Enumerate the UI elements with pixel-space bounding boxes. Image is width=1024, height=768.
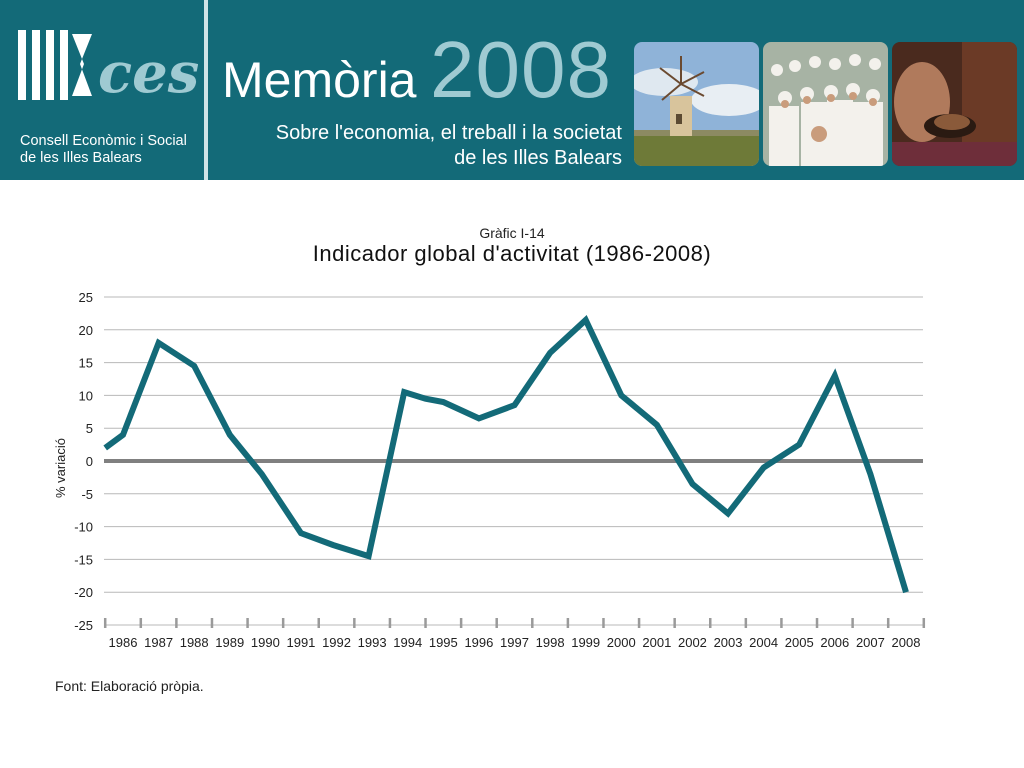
x-tick-label: 2008: [892, 635, 921, 650]
source-note: Font: Elaboració pròpia.: [55, 678, 204, 694]
y-tick-label: -15: [74, 552, 93, 567]
x-tick-label: 2000: [607, 635, 636, 650]
x-axis: 1986 1987 1988 1989 1990 1991 1992 1993 1994 1995…: [103, 618, 926, 650]
x-tick-label: 1990: [251, 635, 280, 650]
report-year: 2008: [430, 25, 612, 114]
report-subtitle: Sobre l'economia, el treball i la societ…: [276, 121, 622, 171]
report-header: ces Consell Econòmic i Social de les Ill…: [0, 0, 1024, 180]
y-axis: 25 20 15 10 5 0 -5 -10 -15 -20 -25: [74, 290, 93, 633]
chart-grid: [104, 296, 923, 626]
x-tick-label: 2004: [749, 635, 778, 650]
x-tick-label: 2002: [678, 635, 707, 650]
x-tick-label: 1991: [286, 635, 315, 650]
y-tick-label: -5: [81, 487, 93, 502]
x-tick-label: 2007: [856, 635, 885, 650]
y-tick-label: 20: [79, 323, 93, 338]
x-tick-label: 1995: [429, 635, 458, 650]
series-line: [103, 315, 909, 594]
group-photo: [763, 42, 888, 166]
report-subtitle-line2: de les Illes Balears: [454, 147, 622, 169]
x-tick-label: 1996: [464, 635, 493, 650]
x-tick-label: 1999: [571, 635, 600, 650]
x-tick-label: 1994: [393, 635, 422, 650]
x-tick-label: 1992: [322, 635, 351, 650]
x-tick-label: 1988: [180, 635, 209, 650]
y-tick-label: 15: [79, 356, 93, 371]
x-tick-label: 2005: [785, 635, 814, 650]
svg-text:ces: ces: [98, 40, 198, 106]
x-tick-label: 1989: [215, 635, 244, 650]
x-tick-label: 1987: [144, 635, 173, 650]
x-tick-label: 1998: [536, 635, 565, 650]
x-tick-label: 2001: [642, 635, 671, 650]
y-tick-label: 25: [79, 290, 93, 305]
windmill-photo: [634, 42, 759, 166]
y-tick-label: -25: [74, 618, 93, 633]
chart-title: Indicador global d'activitat (1986-2008): [312, 241, 712, 266]
chart-kicker: Gràfic I-14: [479, 225, 545, 241]
org-name-line1: Consell Econòmic i Social: [20, 133, 187, 149]
x-tick-label: 1993: [358, 635, 387, 650]
y-axis-label: % variació: [53, 438, 68, 498]
header-divider: [204, 0, 208, 180]
craft-photo: [892, 42, 1017, 166]
y-tick-label: 0: [86, 454, 93, 469]
y-tick-label: -20: [74, 585, 93, 600]
x-tick-label: 2006: [820, 635, 849, 650]
x-tick-label: 1997: [500, 635, 529, 650]
x-tick-label: 1986: [109, 635, 138, 650]
y-tick-label: -10: [74, 520, 93, 535]
org-name-line2: de les Illes Balears: [20, 150, 142, 166]
report-title: Memòria: [222, 52, 417, 108]
y-tick-label: 5: [86, 421, 93, 436]
ces-logo-icon: ces: [18, 30, 198, 106]
report-subtitle-line1: Sobre l'economia, el treball i la societ…: [275, 122, 622, 144]
org-name: Consell Econòmic i Social de les Illes B…: [20, 133, 187, 167]
chart-series: [103, 315, 909, 594]
x-tick-label: 2003: [714, 635, 743, 650]
y-tick-label: 10: [79, 388, 93, 403]
